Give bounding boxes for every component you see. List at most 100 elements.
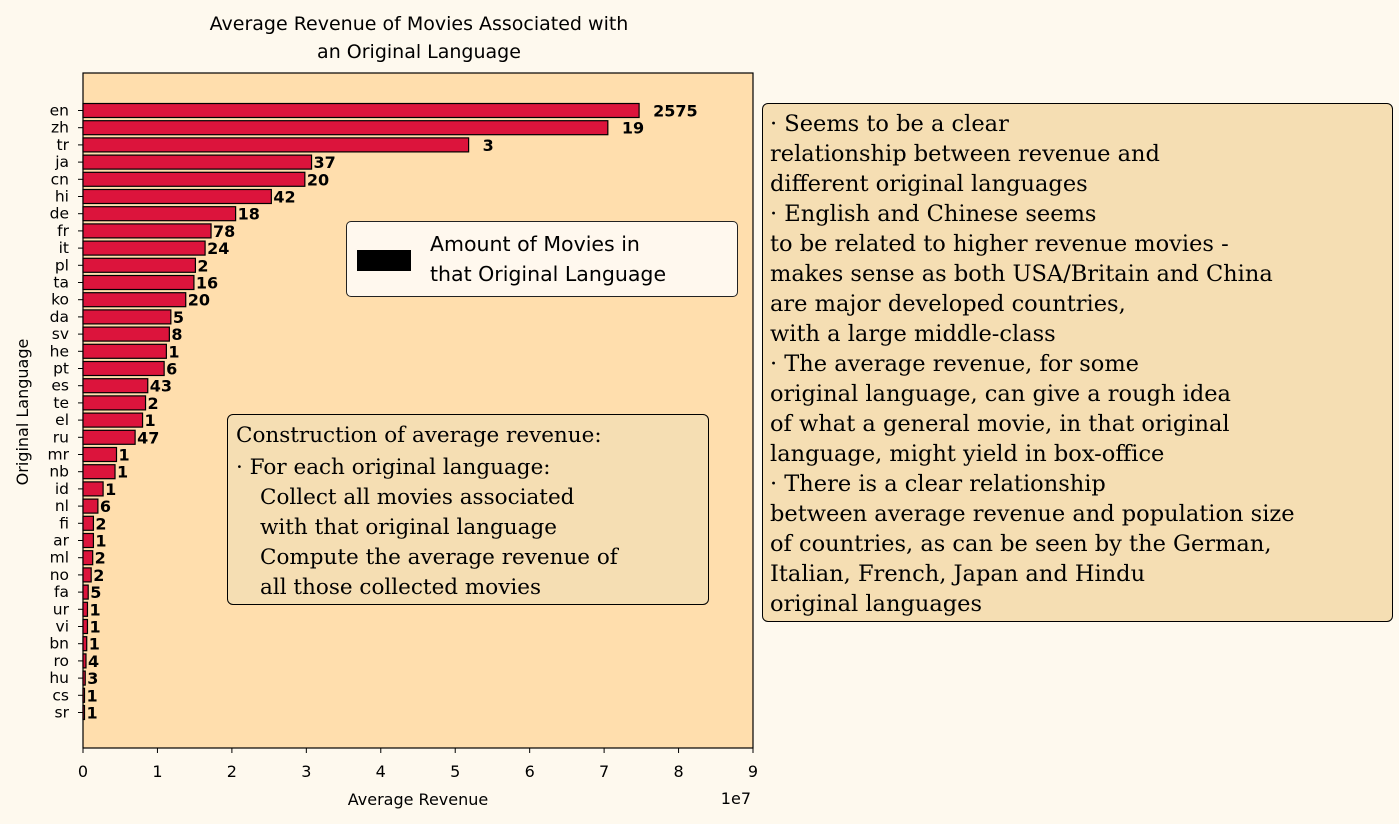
bar-label-pl: 2 [197, 256, 208, 275]
bar-hi [82, 188, 272, 205]
bar-label-de: 18 [238, 205, 260, 224]
x-tick-label-1: 1 [152, 762, 162, 781]
x-tick-label-5: 5 [450, 762, 460, 781]
bar-bn [82, 636, 88, 652]
bar-label-fi: 2 [95, 514, 106, 533]
bar-label-he: 1 [168, 342, 179, 361]
y-tick-label-ml: ml [50, 549, 69, 567]
x-tick-label-8: 8 [673, 762, 683, 781]
observations-note-line: makes sense as both USA/Britain and Chin… [770, 261, 1273, 287]
observations-note-line: original language, can give a rough idea [770, 381, 1231, 407]
y-tick-label-no: no [50, 566, 69, 584]
observations-note-line: relationship between revenue and [770, 141, 1160, 167]
bar-label-zh: 19 [622, 119, 644, 138]
y-tick-label-sr: sr [55, 704, 70, 722]
construction-note-line: Compute the average revenue of [260, 545, 618, 570]
bar-label-vi: 1 [89, 618, 100, 637]
observations-note-line: are major developed countries, [770, 291, 1126, 317]
bar-label-fa: 5 [90, 583, 101, 602]
legend-label-line-1: Amount of Movies in [430, 232, 640, 256]
legend-label-line-2: that Original Language [430, 262, 667, 286]
bar-label-cn: 20 [307, 170, 329, 189]
bar-it [82, 240, 206, 256]
bar-mr [82, 446, 118, 463]
bar-label-pt: 6 [166, 360, 177, 379]
bar-label-ta: 16 [196, 274, 218, 293]
y-tick-label-en: en [50, 102, 69, 120]
bar-label-ar: 1 [95, 532, 106, 551]
observations-note-line: to be related to higher revenue movies - [770, 231, 1229, 257]
y-tick-label-hu: hu [49, 669, 69, 687]
bar-zh [82, 120, 609, 136]
legend-label: Amount of Movies in that Original Langua… [430, 229, 666, 289]
bar-ko [82, 292, 187, 308]
chart-legend: Amount of Movies in that Original Langua… [346, 221, 738, 297]
bar-label-da: 5 [173, 308, 184, 327]
bar-fi [82, 515, 95, 531]
y-tick-label-ro: ro [53, 652, 69, 670]
bar-id [82, 481, 104, 497]
observations-note-line: different original languages [770, 171, 1088, 197]
legend-swatch [357, 250, 411, 271]
bar-label-mr: 1 [119, 446, 130, 465]
bar-label-bn: 1 [89, 635, 100, 654]
bar-tr [82, 137, 470, 153]
bar-pt [82, 360, 165, 377]
bar-ja [82, 154, 313, 170]
x-tick-label-0: 0 [78, 762, 88, 781]
observations-note-line: between average revenue and population s… [770, 501, 1295, 527]
bar-label-ml: 2 [95, 549, 106, 568]
x-tick-label-4: 4 [376, 762, 386, 781]
bar-label-es: 43 [150, 377, 172, 396]
y-tick-label-te: te [53, 394, 69, 412]
bars-group [82, 102, 640, 721]
y-tick-label-ar: ar [53, 532, 69, 550]
y-tick-label-el: el [55, 411, 69, 429]
y-tick-label-pl: pl [55, 256, 69, 274]
bar-ur [82, 601, 89, 617]
bar-en [82, 102, 640, 119]
observations-note-line: of countries, as can be seen by the Germ… [770, 531, 1272, 557]
y-tick-label-da: da [50, 308, 69, 326]
construction-note-line: · For each original language: [236, 455, 551, 480]
observations-note-line: · English and Chinese seems [770, 201, 1097, 227]
bar-label-it: 24 [207, 239, 229, 258]
bar-ru [82, 429, 136, 445]
x-axis-ticks: 0 1 2 3 4 5 6 7 8 9 [78, 748, 758, 781]
bar-label-en: 2575 [653, 102, 698, 121]
bar-nb [82, 464, 116, 480]
bar-da [82, 309, 172, 325]
bar-label-id: 1 [105, 480, 116, 499]
x-tick-label-2: 2 [227, 762, 237, 781]
bar-label-cs: 1 [87, 686, 98, 705]
bar-label-nl: 6 [100, 497, 111, 516]
y-tick-label-bn: bn [49, 635, 69, 653]
bar-label-ja: 37 [314, 153, 336, 172]
y-tick-label-es: es [51, 377, 69, 395]
x-axis-label: Average Revenue [348, 790, 488, 809]
bar-label-tr: 3 [483, 136, 494, 155]
y-tick-label-ru: ru [53, 428, 69, 446]
y-tick-label-mr: mr [48, 446, 70, 464]
y-tick-label-zh: zh [51, 119, 69, 137]
x-tick-label-7: 7 [599, 762, 609, 781]
bar-label-sr: 1 [87, 704, 98, 723]
y-tick-label-tr: tr [57, 136, 70, 154]
bar-label-nb: 1 [117, 463, 128, 482]
x-tick-label-9: 9 [748, 762, 758, 781]
y-tick-label-ko: ko [51, 291, 69, 309]
observations-note-line: with a large middle-class [770, 321, 1056, 347]
y-tick-label-it: it [59, 239, 69, 257]
bar-te [82, 395, 147, 411]
y-tick-label-de: de [50, 205, 69, 223]
bar-ro [82, 653, 87, 669]
observations-note-line: · There is a clear relationship [770, 471, 1106, 497]
y-axis-label: Original Language [13, 339, 32, 486]
bar-labels-group: 2575193372042187824216205816432147111621… [87, 102, 698, 723]
bar-sr [82, 704, 86, 721]
x-tick-label-3: 3 [301, 762, 311, 781]
bar-label-el: 1 [145, 411, 156, 430]
bar-ta [82, 274, 195, 291]
y-tick-label-fi: fi [59, 514, 69, 532]
